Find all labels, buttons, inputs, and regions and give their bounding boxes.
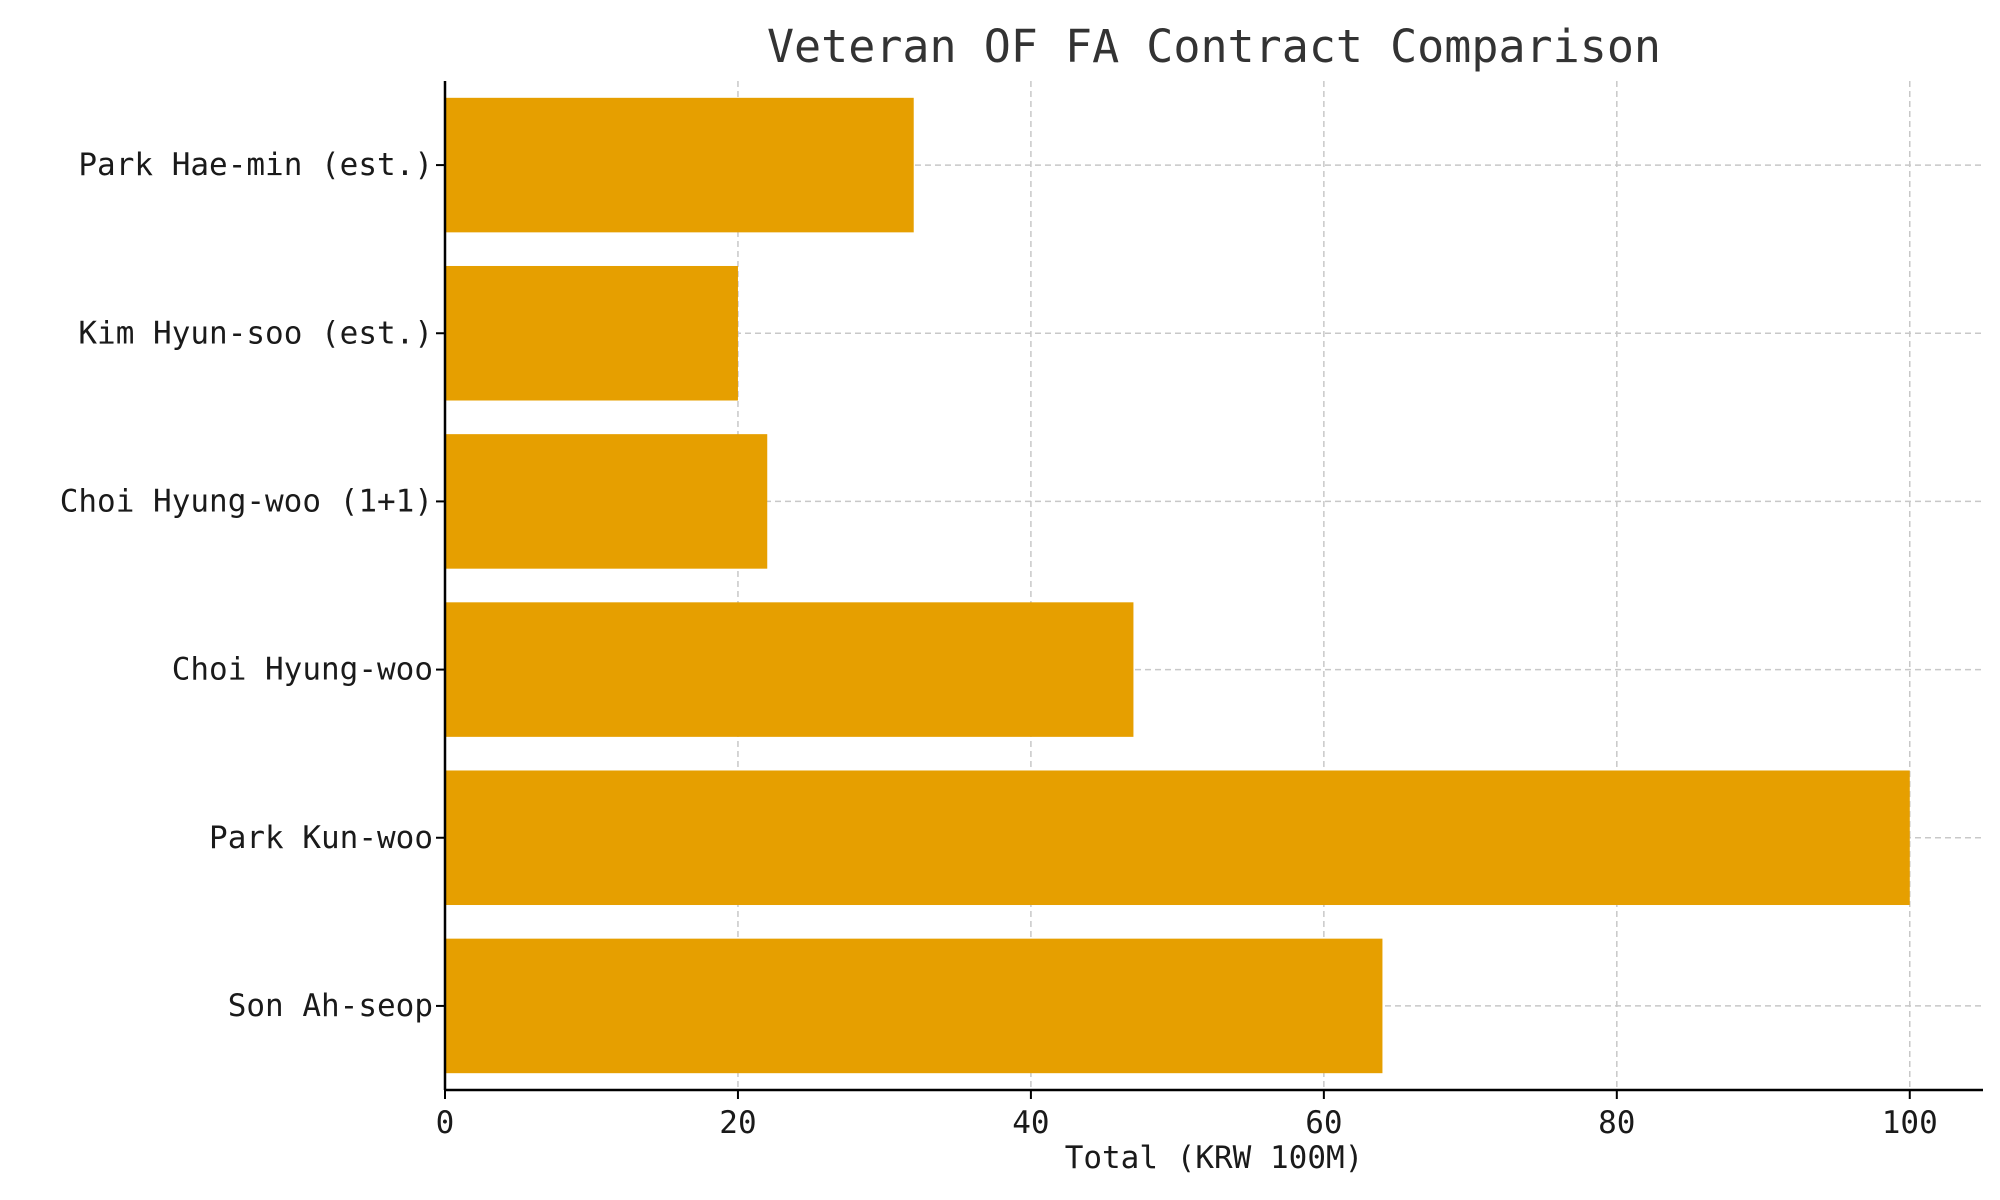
x-tick-label: 0 [436,1105,455,1141]
bar [445,97,914,233]
x-axis-label: Total (KRW 100M) [1065,1140,1364,1176]
bar [445,602,1134,737]
chart-title: Veteran OF FA Contract Comparison [767,20,1661,73]
x-tick-label: 40 [1012,1105,1049,1141]
x-tick-label: 20 [719,1105,756,1141]
y-tick-layer: Son Ah-seop Park Kun-woo Choi Hyung-woo Cho… [60,147,445,1024]
x-tick-label: 80 [1598,1105,1635,1141]
y-tick-label: Son Ah-seop [228,988,433,1024]
y-tick-label: Park Kun-woo [209,820,433,856]
y-tick-label: Park Hae-min (est.) [78,147,433,183]
y-tick-label: Choi Hyung-woo [172,652,433,688]
bar [445,434,768,569]
x-tick-label: 60 [1305,1105,1342,1141]
x-tick-label: 100 [1882,1105,1938,1141]
bar [445,770,1910,906]
x-tick-layer: 0 20 40 60 80 100 [436,1090,1938,1141]
bar [445,938,1383,1074]
axis-layer [443,81,1983,1092]
bar [445,265,738,401]
bar-layer [445,97,1910,1074]
y-tick-label: Kim Hyun-soo (est.) [78,315,433,351]
y-tick-label: Choi Hyung-woo (1+1) [60,483,433,519]
